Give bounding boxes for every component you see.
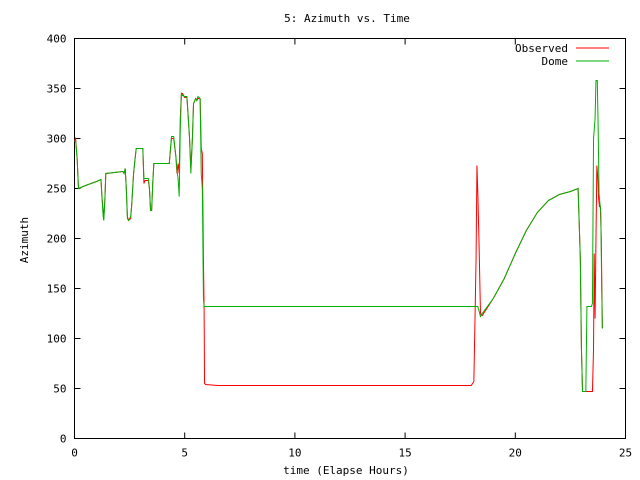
x-tick-label: 10 xyxy=(288,447,301,460)
x-axis-label: time (Elapse Hours) xyxy=(283,464,409,477)
legend-label-dome: Dome xyxy=(542,55,569,68)
x-tick-label: 0 xyxy=(71,447,78,460)
y-tick-label: 300 xyxy=(47,133,67,146)
y-tick-label: 350 xyxy=(47,83,67,96)
y-tick-label: 150 xyxy=(47,283,67,296)
series-layer xyxy=(74,80,603,392)
x-tick-label: 15 xyxy=(398,447,411,460)
chart-title: 5: Azimuth vs. Time xyxy=(284,12,410,25)
y-tick-label: 250 xyxy=(47,183,67,196)
y-tick-label: 100 xyxy=(47,333,67,346)
y-axis-label: Azimuth xyxy=(18,217,31,263)
series-line-observed xyxy=(74,93,603,392)
y-tick-label: 0 xyxy=(60,433,67,446)
plot-area-border xyxy=(74,38,626,439)
series-line-dome xyxy=(74,80,603,392)
x-tick-label: 25 xyxy=(619,447,632,460)
legend-label-observed: Observed xyxy=(515,42,568,55)
x-axis: 0 5 10 15 20 25 xyxy=(71,38,632,460)
y-tick-label: 200 xyxy=(47,233,67,246)
y-tick-label: 50 xyxy=(53,383,66,396)
x-tick-label: 5 xyxy=(181,447,188,460)
y-tick-label: 400 xyxy=(47,33,67,46)
x-tick-label: 20 xyxy=(509,447,522,460)
y-axis: 0 50 100 150 200 250 300 350 400 xyxy=(47,33,626,446)
